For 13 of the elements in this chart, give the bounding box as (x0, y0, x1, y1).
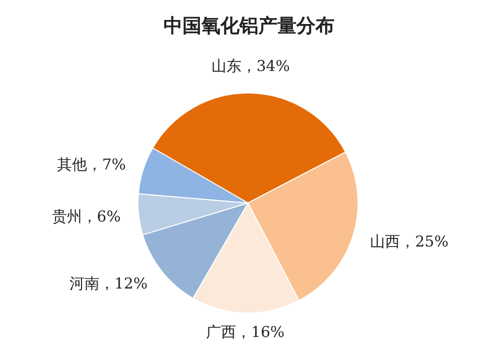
slice-label: 贵州 (52, 207, 82, 226)
data-label: ，7% (87, 156, 126, 174)
chart-title: 中国氧化铝产量分布 (164, 15, 334, 37)
data-label: ，6% (82, 207, 121, 226)
slice-label: 广西 (206, 322, 236, 341)
data-label: ，12% (99, 274, 148, 293)
slice-label: 其他 (57, 156, 88, 174)
data-label: ，16% (236, 322, 284, 341)
slice-label: 山东 (212, 57, 242, 76)
slice-label: 山西 (370, 232, 400, 250)
slice-label: 河南 (69, 274, 100, 293)
data-label: ，34% (242, 57, 290, 76)
data-label: ，25% (400, 232, 448, 250)
